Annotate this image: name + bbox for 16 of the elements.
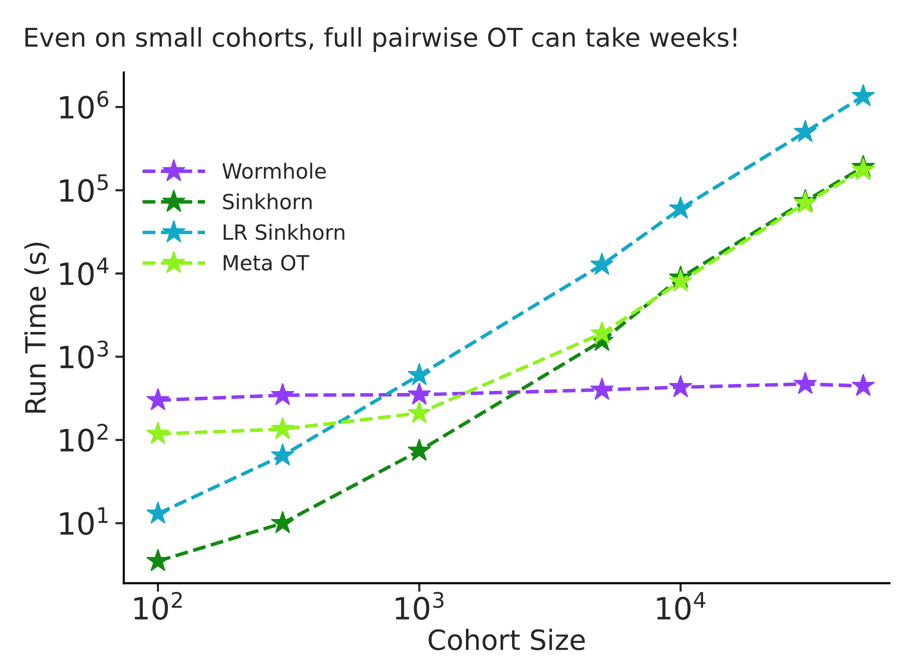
x-axis-title: Cohort Size xyxy=(428,628,585,650)
y-tick-label: 10$^{6}$ xyxy=(60,90,108,119)
y-tick-label: 10$^{3}$ xyxy=(60,340,108,369)
x-tick-label: 10$^{4}$ xyxy=(657,592,706,620)
x-tick-label: 10$^{2}$ xyxy=(134,592,182,620)
legend-label: Meta OT xyxy=(224,254,310,271)
chart-title: Even on small cohorts, full pairwise OT can take weeks! xyxy=(25,27,736,52)
y-axis-title: Run Time (s) xyxy=(24,242,50,413)
y-tick-label: 10$^{5}$ xyxy=(60,174,108,202)
legend-label: Wormhole xyxy=(222,162,326,179)
y-tick-label: 10$^{1}$ xyxy=(60,507,108,536)
y-tick-label: 10$^{4}$ xyxy=(60,258,108,286)
legend-label: LR Sinkhorn xyxy=(224,224,344,240)
x-tick-label: 10$^{3}$ xyxy=(396,592,444,620)
legend-label: Sinkhorn xyxy=(223,193,312,210)
y-tick-label: 10$^{2}$ xyxy=(60,424,108,452)
